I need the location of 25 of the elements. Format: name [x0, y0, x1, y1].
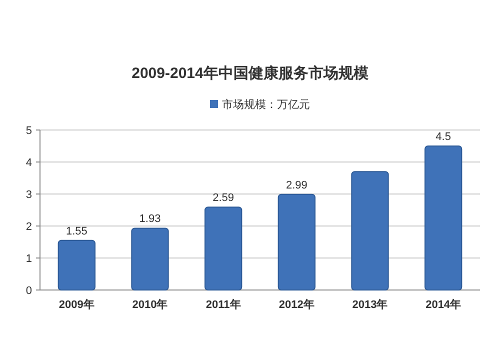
- data-label: 1.93: [139, 213, 161, 226]
- bar: [204, 206, 242, 290]
- y-tick-label: 3: [26, 189, 32, 201]
- x-tick-label: 2013年: [352, 298, 388, 311]
- x-tick-label: 2010年: [132, 298, 168, 311]
- bar: [58, 240, 96, 290]
- y-tick-label: 4: [26, 157, 32, 169]
- data-label: 4.5: [436, 131, 451, 143]
- chart-title: 2009-2014年中国健康服务市场规模: [132, 64, 370, 82]
- data-label: 2.99: [286, 179, 308, 192]
- x-tick-label: 2009年: [58, 298, 94, 311]
- bar: [131, 228, 169, 290]
- x-tick-label: 2011年: [206, 298, 241, 311]
- y-tick-label: 0: [26, 285, 32, 297]
- bar: [424, 146, 462, 290]
- data-label: 2.59: [212, 192, 234, 204]
- x-tick-label: 2014年: [426, 298, 462, 311]
- y-tick-label: 2: [26, 221, 32, 233]
- bar: [278, 194, 316, 290]
- bar: [351, 171, 389, 290]
- data-label: 1.55: [66, 225, 88, 238]
- y-tick-label: 1: [26, 253, 32, 265]
- y-tick-label: 5: [26, 125, 32, 137]
- legend-label: 市场规模：万亿元: [222, 98, 310, 111]
- x-tick-label: 2012年: [278, 298, 314, 311]
